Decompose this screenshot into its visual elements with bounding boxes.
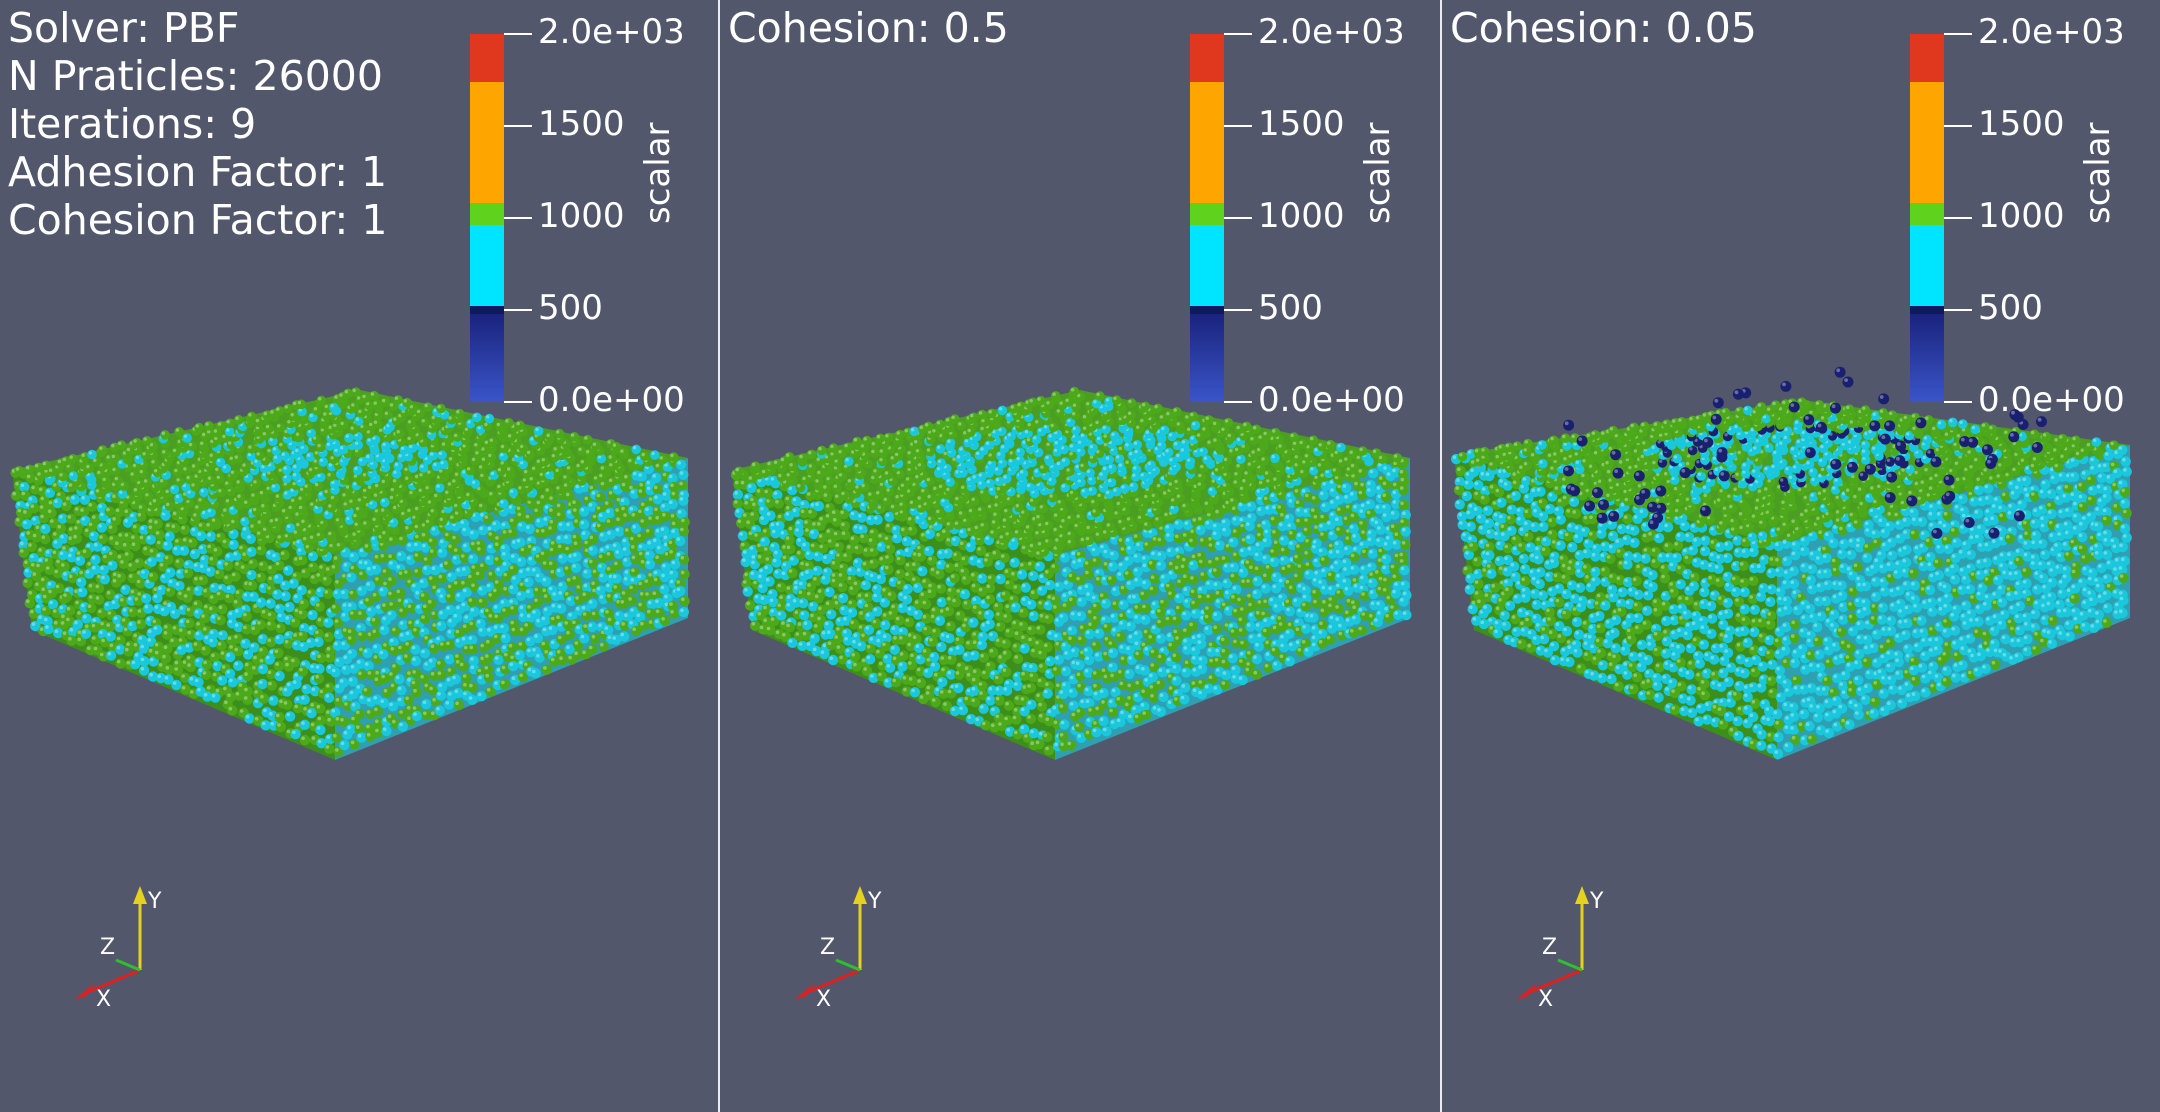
scalar-bar-segment <box>1910 34 1944 82</box>
scalar-bar-segment <box>470 34 504 82</box>
scalar-bar-tick-label: 1500 <box>1978 104 2065 144</box>
scalar-bar-segment <box>470 81 504 204</box>
viewport-separator <box>718 0 720 1112</box>
axis-label: X <box>96 987 111 1012</box>
scalar-bar-tick-label: 0.0e+00 <box>1258 380 1405 420</box>
scalar-bar-tick-label: 2.0e+03 <box>1258 12 1405 52</box>
axis-label: Y <box>867 889 882 914</box>
axis-label: Z <box>100 935 115 960</box>
particle-block: Y X Z <box>1451 366 2132 1012</box>
axis-label: Z <box>820 935 835 960</box>
info-cohesion: Cohesion Factor: 1 <box>8 196 388 244</box>
scalar-bar-tick-label: 1500 <box>1258 104 1345 144</box>
info-adhesion: Adhesion Factor: 1 <box>8 148 388 196</box>
scalar-bar-segment <box>1190 81 1224 204</box>
scalar-bar-segment <box>1910 81 1944 204</box>
scalar-bar-gradient <box>1910 34 1944 402</box>
axis-label: Y <box>147 889 162 914</box>
scalar-bar-segment <box>1190 34 1224 82</box>
scalar-bar-tick-label: 1500 <box>538 104 625 144</box>
viewport-title: Cohesion: 0.5 <box>728 4 1009 52</box>
scalar-bar-segment <box>470 313 504 402</box>
scalar-bar-tick-label: 1000 <box>1258 196 1345 236</box>
scalar-bar-gradient <box>1190 34 1224 402</box>
particle-block: Y X Z <box>730 386 1412 1012</box>
scalar-bar-segment <box>1910 313 1944 402</box>
solver-info: Solver: PBF N Praticles: 26000 Iteration… <box>8 4 388 244</box>
axis-label: Z <box>1542 935 1557 960</box>
axis-label: X <box>816 987 831 1012</box>
scalar-bar-segment <box>1190 225 1224 307</box>
viewport-separator <box>1440 0 1442 1112</box>
scalar-bar-tick-label: 2.0e+03 <box>538 12 685 52</box>
axis-label: Y <box>1589 889 1604 914</box>
info-particles: N Praticles: 26000 <box>8 52 383 100</box>
scalar-bar-gradient <box>470 34 504 402</box>
viewport-3[interactable]: Cohesion: 0.05 2.0e+03 1500 1000 500 0.0e+00… <box>1442 0 2160 1112</box>
particle-block: Y X Z <box>10 387 690 1012</box>
scalar-bar-segment <box>1910 306 1944 314</box>
scalar-bar-segment <box>1910 203 1944 226</box>
scalar-bar-tick-label: 0.0e+00 <box>1978 380 2125 420</box>
scalar-bar-segment <box>1910 225 1944 307</box>
scalar-bar-segment <box>1190 313 1224 402</box>
orientation-axes: Y X Z <box>74 886 162 1012</box>
scalar-bar-tick-label: 500 <box>1258 288 1323 328</box>
viewport-2[interactable]: Cohesion: 0.5 2.0e+03 1500 1000 500 0.0e+00 s… <box>720 0 1440 1112</box>
info-iterations: Iterations: 9 <box>8 100 257 148</box>
scalar-bar-segment <box>1190 306 1224 314</box>
info-solver: Solver: PBF <box>8 4 240 52</box>
scalar-bar-segment <box>470 203 504 226</box>
orientation-axes: Y X Z <box>794 886 882 1012</box>
scalar-bar-tick-label: 500 <box>1978 288 2043 328</box>
scalar-bar-segment <box>470 225 504 307</box>
viewport-1[interactable]: Solver: PBF N Praticles: 26000 Iteration… <box>0 0 718 1112</box>
orientation-axes: Y X Z <box>1516 886 1604 1012</box>
scalar-bar-segment <box>1190 203 1224 226</box>
scalar-bar-tick-label: 2.0e+03 <box>1978 12 2125 52</box>
scalar-bar-tick-label: 0.0e+00 <box>538 380 685 420</box>
scalar-bar-tick-label: 1000 <box>538 196 625 236</box>
scalar-bar-tick-label: 500 <box>538 288 603 328</box>
axis-label: X <box>1538 987 1553 1012</box>
scalar-bar-tick-label: 1000 <box>1978 196 2065 236</box>
scalar-bar-segment <box>470 306 504 314</box>
viewport-title: Cohesion: 0.05 <box>1450 4 1757 52</box>
